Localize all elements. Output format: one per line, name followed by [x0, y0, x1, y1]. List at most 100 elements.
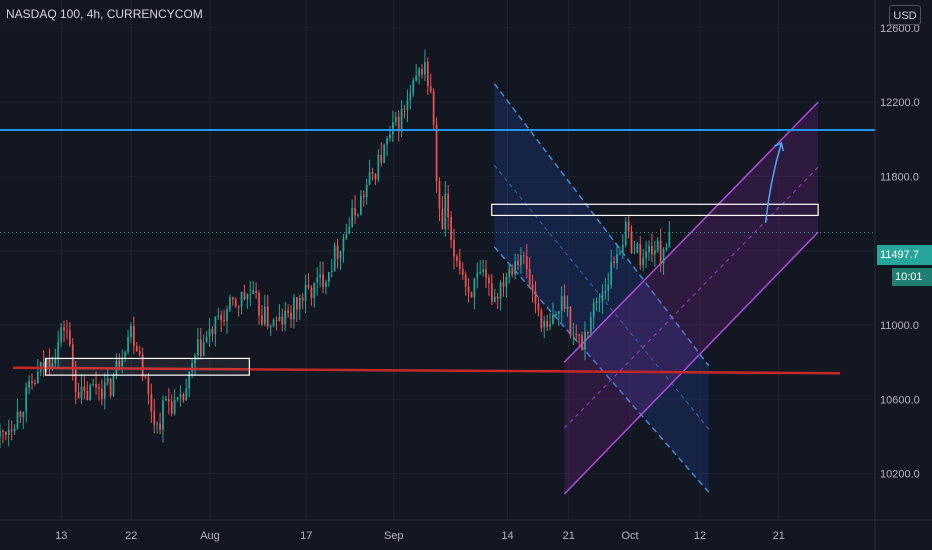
candle — [360, 190, 362, 216]
candle — [476, 262, 479, 289]
candle — [31, 373, 33, 390]
candle-body — [406, 100, 409, 110]
candle-body — [656, 240, 659, 251]
candle — [205, 330, 208, 344]
candle-body — [13, 428, 16, 432]
time-tick-label: 22 — [125, 530, 137, 542]
candle — [624, 217, 627, 248]
candle — [0, 423, 1, 448]
candle-body — [54, 358, 57, 364]
candle-body — [592, 303, 595, 318]
candle — [275, 316, 278, 331]
candle — [656, 237, 659, 254]
candle-body — [234, 299, 237, 306]
candle-body — [424, 62, 426, 75]
candle — [284, 302, 287, 331]
time-tick-label: 13 — [55, 530, 67, 542]
candle — [246, 293, 249, 309]
down-channel-upper — [493, 83, 710, 367]
candle — [86, 381, 89, 401]
candle-body — [624, 221, 627, 245]
candle-body — [362, 195, 365, 198]
candle-body — [197, 339, 199, 356]
candle-body — [170, 401, 173, 414]
candle-body — [351, 207, 354, 227]
candle-body — [540, 310, 543, 328]
candle — [429, 73, 432, 94]
candle — [627, 216, 630, 239]
candle — [42, 350, 45, 377]
candle-body — [167, 399, 170, 402]
candle — [648, 240, 650, 261]
candle-body — [229, 297, 231, 310]
candle-body — [584, 331, 586, 350]
candle-body — [141, 354, 144, 377]
bar-countdown-label: 10:01 — [892, 268, 932, 286]
candle-body — [51, 363, 54, 368]
candle-body — [444, 193, 447, 230]
price-axis: 10200.010600.011000.011400.011800.012200… — [880, 23, 920, 481]
candle-body — [630, 231, 633, 253]
candle-body — [377, 154, 380, 180]
candle-body — [293, 297, 295, 320]
candle — [2, 429, 4, 444]
candle — [13, 424, 16, 436]
currency-selector[interactable]: USD — [889, 5, 921, 25]
candle-body — [409, 93, 412, 101]
candle-body — [636, 243, 639, 253]
candle — [45, 357, 48, 372]
candle-body — [418, 68, 420, 76]
candle — [214, 316, 217, 347]
candle-body — [304, 284, 307, 301]
candle — [258, 290, 260, 325]
candle-body — [103, 382, 106, 399]
candle-body — [249, 294, 252, 296]
time-tick-label: 14 — [501, 530, 513, 542]
candle — [409, 84, 412, 110]
candle-body — [403, 108, 406, 110]
candle — [557, 311, 560, 327]
candle-body — [575, 333, 578, 335]
candle-body — [345, 233, 348, 239]
candle — [301, 293, 304, 310]
candle — [336, 238, 339, 269]
candle-body — [429, 86, 432, 92]
candle — [16, 398, 19, 430]
candle — [505, 272, 508, 298]
candle-body — [604, 290, 607, 293]
candle-body — [613, 261, 615, 264]
candle — [307, 273, 310, 290]
candle-body — [633, 252, 636, 254]
time-tick-label: Sep — [384, 530, 404, 542]
candle — [604, 278, 607, 300]
symbol-title[interactable]: NASDAQ 100, 4h, CURRENCYCOM — [6, 7, 203, 21]
candle — [287, 304, 289, 318]
candle — [147, 373, 150, 405]
candle-body — [319, 274, 322, 278]
candle — [598, 293, 601, 312]
candle — [165, 395, 167, 402]
candle — [589, 311, 592, 338]
candle-body — [517, 260, 519, 266]
candle-body — [549, 323, 551, 327]
candle-body — [458, 260, 461, 269]
candle — [339, 250, 342, 270]
candle-body — [185, 388, 188, 401]
candle — [546, 314, 549, 332]
candle — [252, 281, 255, 295]
candle-body — [278, 316, 281, 321]
candle — [255, 282, 257, 299]
candle-body — [231, 297, 234, 300]
candle-body — [598, 300, 601, 302]
candle-body — [144, 376, 147, 378]
candle-body — [354, 207, 356, 216]
last-price-label: 11497.7 — [877, 245, 932, 265]
candle-body — [610, 261, 613, 285]
candle-body — [470, 292, 473, 298]
candle-body — [508, 268, 511, 277]
time-tick-label: 21 — [563, 530, 575, 542]
candle-body — [325, 281, 327, 288]
candle — [60, 322, 62, 347]
candle-body — [237, 305, 240, 307]
